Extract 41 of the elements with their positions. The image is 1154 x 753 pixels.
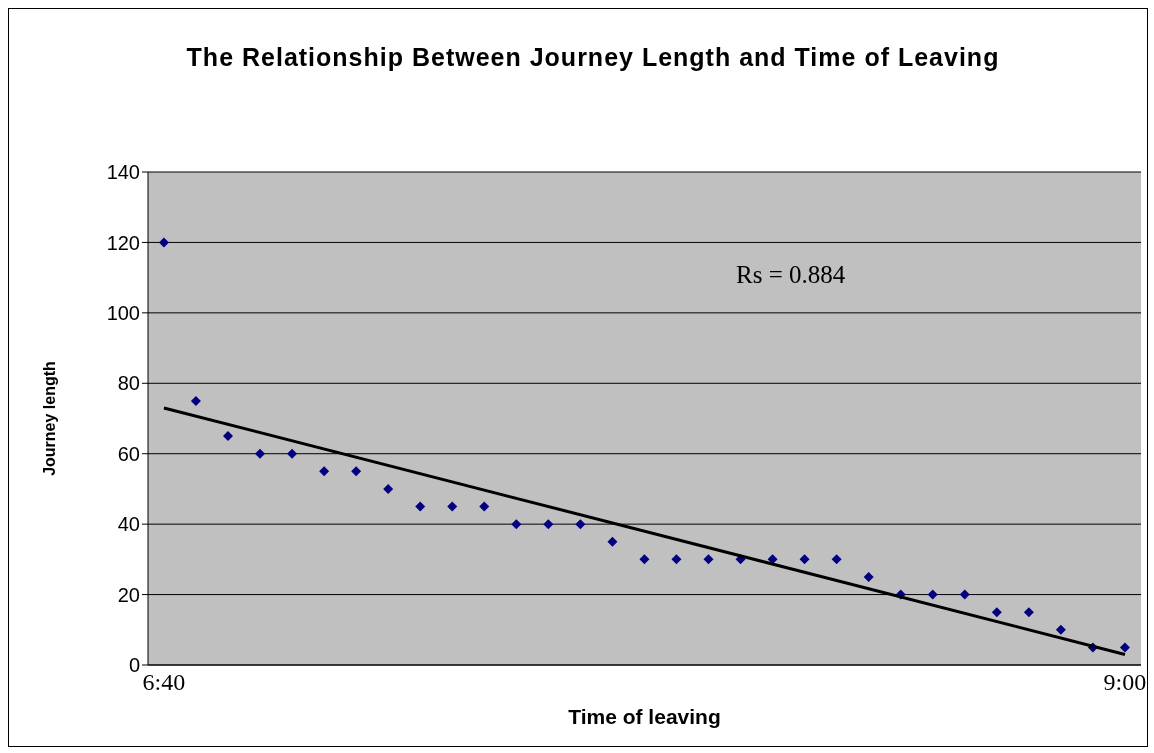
point xyxy=(863,571,874,582)
y-tick-label: 40 xyxy=(117,513,140,536)
y-tick-label: 20 xyxy=(117,583,140,606)
y-tick-label: 100 xyxy=(106,301,140,324)
point xyxy=(1055,624,1066,635)
point xyxy=(543,519,554,530)
y-tick-label: 140 xyxy=(106,161,140,184)
point xyxy=(479,501,490,512)
y-axis-title: Journey length xyxy=(40,361,58,476)
point xyxy=(575,519,586,530)
point xyxy=(415,501,426,512)
y-tick-label: 0 xyxy=(128,654,140,677)
point xyxy=(383,483,394,494)
point xyxy=(639,554,650,565)
point xyxy=(671,554,682,565)
point xyxy=(158,237,169,248)
y-tick-label: 80 xyxy=(117,372,140,395)
point xyxy=(607,536,618,547)
x-tick-label: 9:00 xyxy=(1103,669,1147,696)
y-tick-label: 60 xyxy=(117,442,140,465)
point xyxy=(511,519,522,530)
point xyxy=(190,395,201,406)
point xyxy=(255,448,266,459)
point xyxy=(959,589,970,600)
x-tick-label: 6:40 xyxy=(142,669,186,696)
point xyxy=(447,501,458,512)
annotation: Rs = 0.884 xyxy=(736,261,846,289)
point xyxy=(831,554,842,565)
point xyxy=(222,431,233,442)
y-tick-label: 120 xyxy=(106,231,140,254)
chart-title: The Relationship Between Journey Length and Time of Leaving xyxy=(185,42,1001,73)
point xyxy=(927,589,938,600)
point xyxy=(287,448,298,459)
point xyxy=(351,466,362,477)
point xyxy=(991,607,1002,618)
point xyxy=(1023,607,1034,618)
point xyxy=(319,466,330,477)
point xyxy=(1119,642,1130,653)
point xyxy=(799,554,810,565)
x-axis-title: Time of leaving xyxy=(568,705,721,728)
point xyxy=(703,554,714,565)
